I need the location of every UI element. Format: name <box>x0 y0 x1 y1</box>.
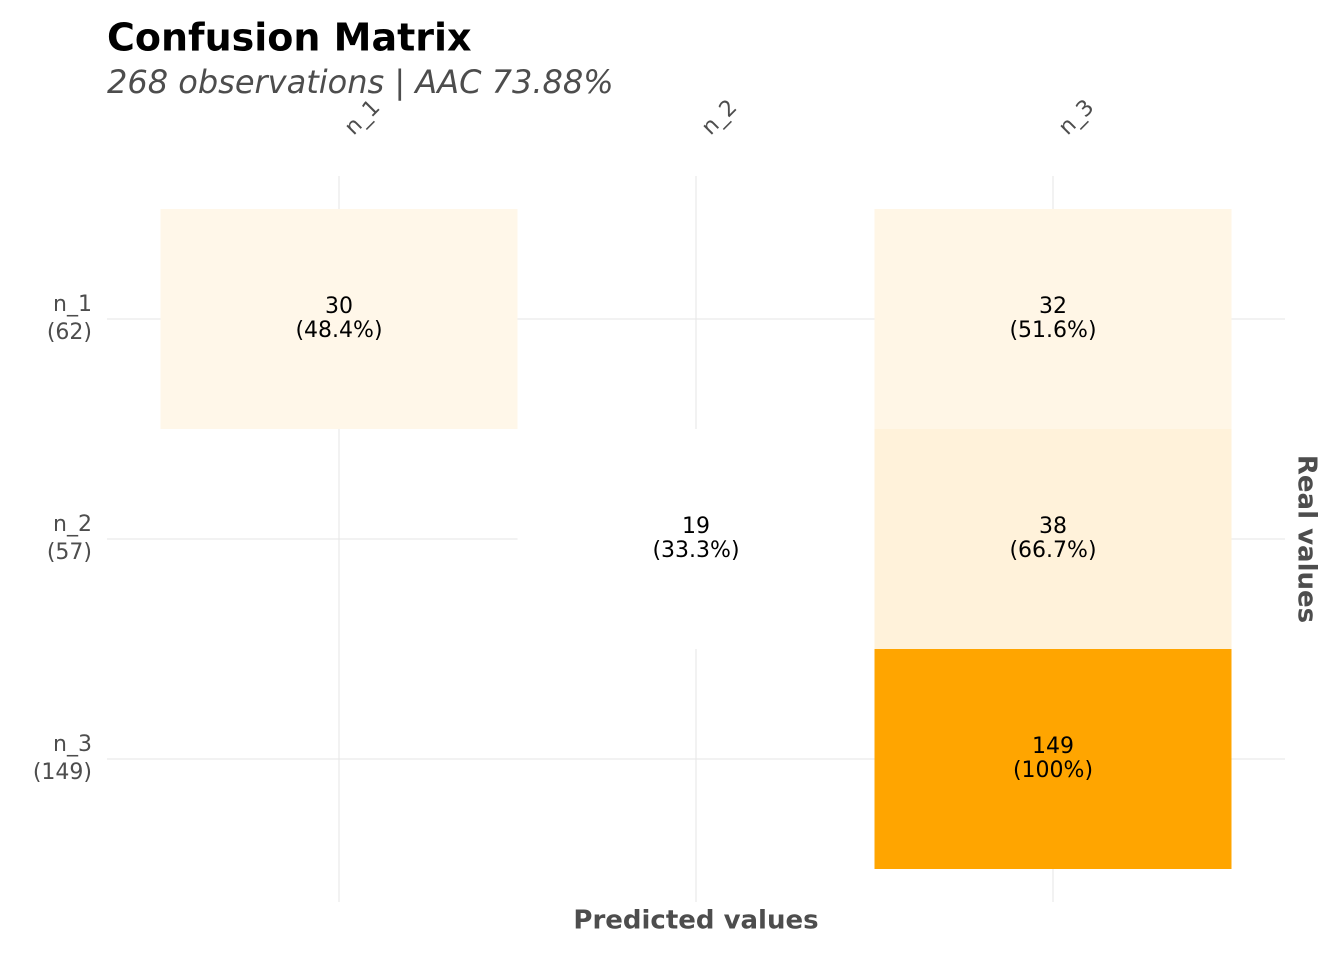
cell-percent: (33.3%) <box>652 538 739 563</box>
x-tick-label: n_3 <box>1054 95 1099 140</box>
x-tick-label: n_2 <box>697 95 742 140</box>
y-axis-label: Real values <box>1292 455 1322 623</box>
cells: 30(48.4%) 32(51.6%) 19(33.3%) 38(66.7%) 149(… <box>160 209 1232 869</box>
cell <box>874 429 1232 649</box>
cell-count: 32 <box>1039 294 1067 319</box>
chart-title: Confusion Matrix <box>107 16 472 60</box>
chart-subtitle: 268 observations | AAC 73.88% <box>107 63 614 101</box>
cell-count: 19 <box>682 514 710 539</box>
y-tick-label: n_3 <box>53 732 92 757</box>
cell-percent: (48.4%) <box>295 318 382 343</box>
y-tick-total: (62) <box>47 320 92 345</box>
cell <box>874 649 1232 869</box>
x-tick-label: n_1 <box>340 95 385 140</box>
cell <box>160 209 518 429</box>
cell-count: 30 <box>325 294 353 319</box>
y-tick-total: (57) <box>47 540 92 565</box>
cell <box>517 429 875 649</box>
cell-count: 38 <box>1039 514 1067 539</box>
cell-count: 149 <box>1032 734 1074 759</box>
y-tick-total: (149) <box>33 760 92 785</box>
cell <box>874 209 1232 429</box>
y-tick-label: n_1 <box>53 292 92 317</box>
cell-percent: (100%) <box>1013 758 1093 783</box>
cell-percent: (66.7%) <box>1009 538 1096 563</box>
y-tick-label: n_2 <box>53 512 92 537</box>
cell-percent: (51.6%) <box>1009 318 1096 343</box>
x-axis-label: Predicted values <box>573 906 818 936</box>
